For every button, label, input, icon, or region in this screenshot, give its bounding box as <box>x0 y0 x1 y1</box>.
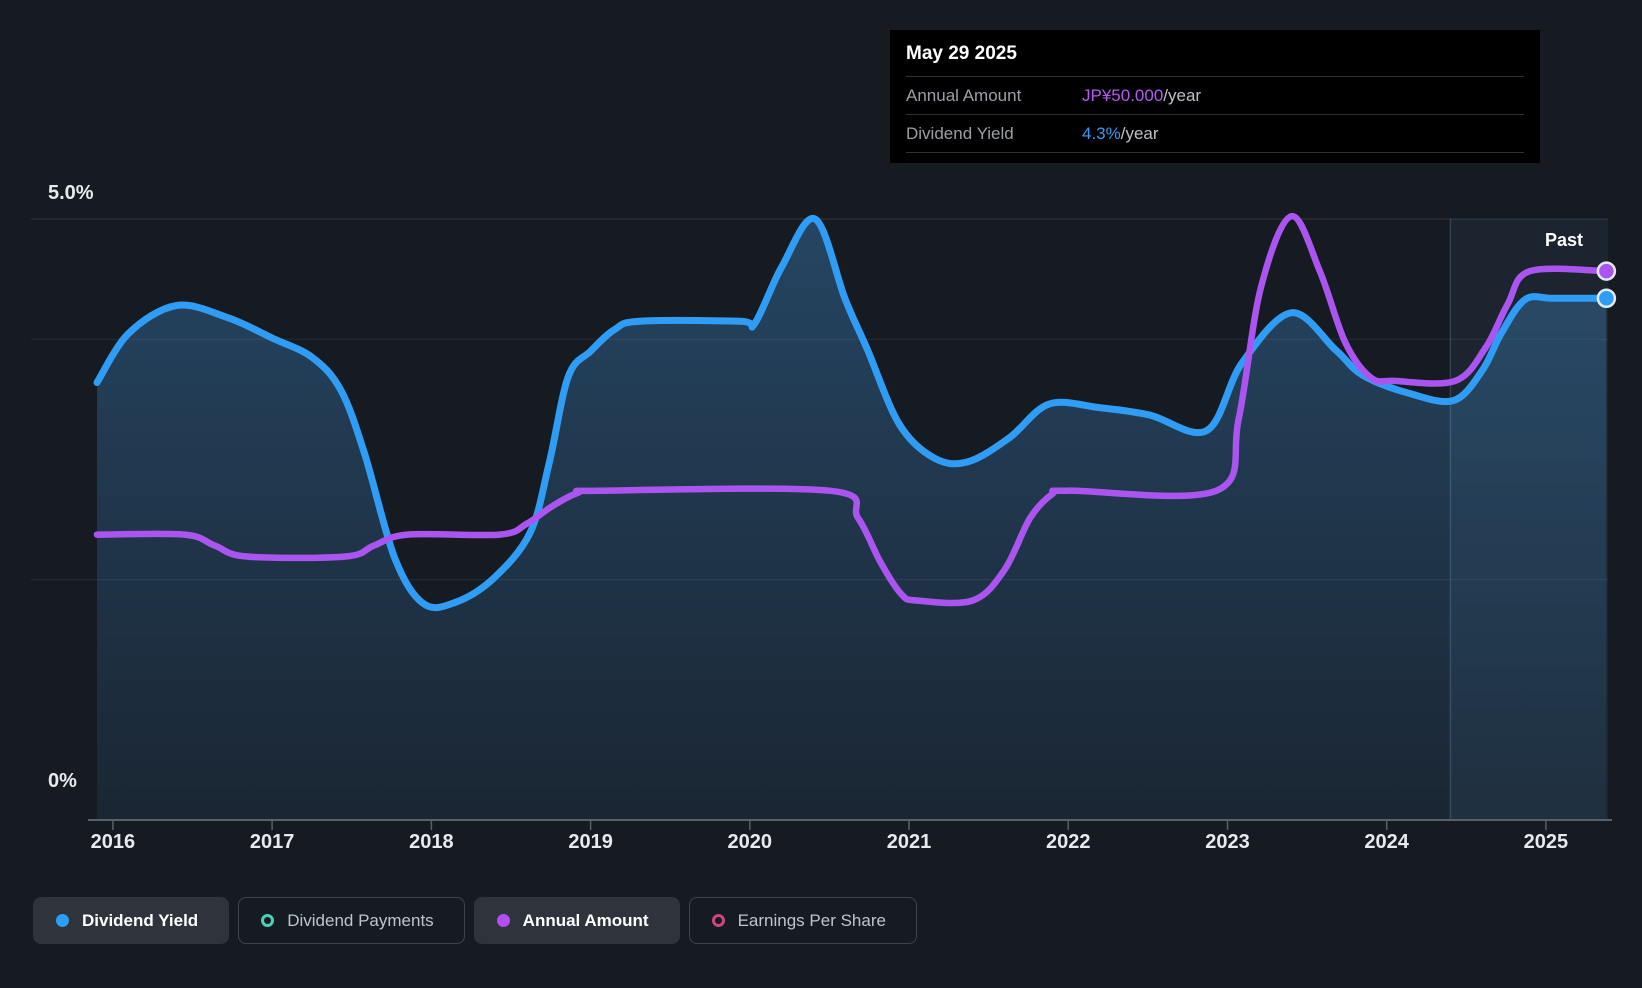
chart-tooltip: May 29 2025 Annual Amount JP¥50.000/year … <box>890 30 1540 163</box>
x-tick-label: 2022 <box>1045 831 1091 853</box>
legend-label: Annual Amount <box>522 910 649 930</box>
annual-amount-dot-icon <box>496 914 510 927</box>
x-tick-label: 2020 <box>727 831 773 853</box>
x-tick-label: 2024 <box>1364 831 1409 853</box>
legend-toggle-dividend-payments[interactable]: Dividend Payments <box>238 897 465 944</box>
legend: Dividend Yield Dividend Payments Annual … <box>33 897 917 944</box>
tooltip-value-suffix: /year <box>1120 124 1159 143</box>
x-tick-label: 2017 <box>249 831 295 853</box>
legend-toggle-dividend-yield[interactable]: Dividend Yield <box>33 897 230 944</box>
x-tick-label: 2025 <box>1523 831 1569 853</box>
tooltip-value: JP¥50.000 <box>1082 86 1164 105</box>
dividend-yield-dot-icon <box>56 914 69 927</box>
tooltip-label: Annual Amount <box>906 86 1022 105</box>
tooltip-value-suffix: /year <box>1163 86 1202 105</box>
x-tick-label: 2023 <box>1205 831 1250 853</box>
x-tick-label: 2018 <box>409 831 454 853</box>
tooltip-date: May 29 2025 <box>906 43 1017 64</box>
legend-label: Dividend Yield <box>82 910 199 930</box>
x-tick-label: 2021 <box>886 831 932 853</box>
legend-label: Earnings Per Share <box>737 910 886 930</box>
tooltip-row-annual-amount: Annual Amount JP¥50.000/year <box>906 76 1524 114</box>
legend-label: Dividend Payments <box>287 910 434 930</box>
legend-toggle-earnings-per-share[interactable]: Earnings Per Share <box>688 897 917 944</box>
tooltip-value: 4.3% <box>1082 124 1121 143</box>
legend-toggle-annual-amount[interactable]: Annual Amount <box>473 897 680 944</box>
tooltip-row-dividend-yield: Dividend Yield 4.3%/year <box>906 114 1524 152</box>
x-tick-label: 2019 <box>568 831 613 853</box>
y-axis-bottom-label: 0% <box>48 770 77 792</box>
y-axis-top-label: 5.0% <box>48 182 94 204</box>
earnings-per-share-ring-icon <box>711 914 725 927</box>
x-tick-label: 2016 <box>90 831 136 853</box>
tooltip-label: Dividend Yield <box>906 124 1014 143</box>
past-region-label: Past <box>1545 230 1584 250</box>
x-axis: 2016 2017 2018 2019 2020 2021 2022 2023 … <box>0 831 1642 857</box>
dividend-payments-ring-icon <box>261 914 275 927</box>
